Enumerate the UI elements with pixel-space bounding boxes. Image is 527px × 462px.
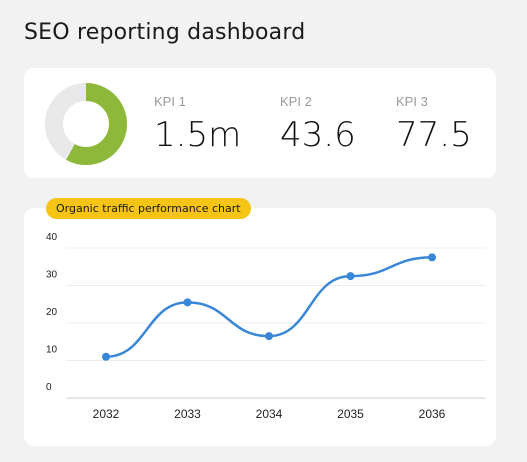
y-tick-label: 0 (46, 382, 52, 393)
y-tick-label: 40 (46, 232, 58, 243)
data-point[interactable] (265, 332, 273, 341)
kpi-donut-chart (45, 83, 127, 165)
x-tick-label: 2036 (419, 407, 446, 421)
y-tick-label: 10 (46, 345, 58, 356)
x-tick-label: 2034 (256, 407, 283, 421)
chart-title-badge: Organic traffic performance chart (46, 198, 251, 219)
kpi-2-label: KPI 2 (280, 94, 312, 109)
kpi-1: KPI 1 1.5m (154, 94, 241, 155)
kpi-3: KPI 3 77.5 (396, 94, 472, 155)
x-tick-label: 2035 (337, 407, 364, 421)
kpi-card: KPI 1 1.5m KPI 2 43.6 KPI 3 77.5 (24, 68, 496, 178)
data-point[interactable] (102, 352, 110, 361)
kpi-2: KPI 2 43.6 (280, 94, 356, 155)
x-tick-label: 2033 (174, 407, 201, 421)
line-chart: 0 10 20 30 40 2032 2033 2034 2035 2036 (46, 232, 486, 421)
y-tick-label: 20 (46, 307, 58, 318)
kpi-3-label: KPI 3 (396, 94, 428, 109)
page-title: SEO reporting dashboard (24, 20, 306, 45)
donut-fill (45, 83, 127, 165)
kpi-1-label: KPI 1 (154, 94, 186, 109)
kpi-2-value: 43.6 (280, 115, 356, 155)
data-point[interactable] (183, 298, 192, 307)
data-point[interactable] (428, 253, 436, 262)
kpi-3-value: 77.5 (396, 115, 472, 155)
series-line (105, 256, 433, 358)
y-tick-label: 30 (46, 270, 58, 281)
x-tick-label: 2032 (93, 407, 120, 421)
data-point[interactable] (346, 272, 355, 281)
kpi-1-value: 1.5m (154, 115, 242, 155)
